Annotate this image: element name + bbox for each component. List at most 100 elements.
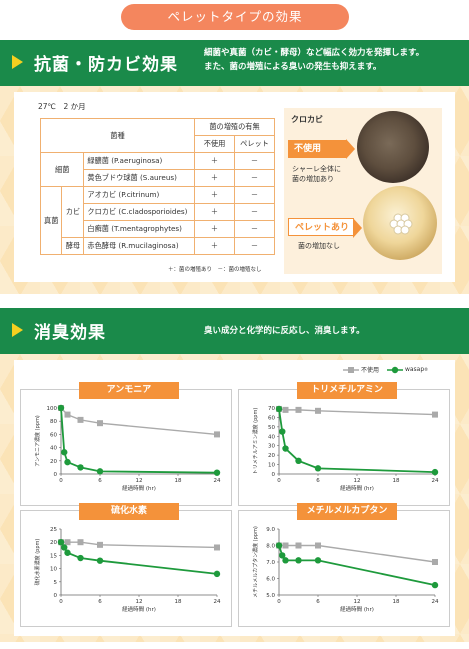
pellet-cluster-icon	[389, 213, 413, 235]
arrow-right-icon	[346, 139, 355, 159]
y-tick-label: 20	[50, 459, 57, 465]
unused-tag-label: 不使用	[294, 144, 322, 154]
data-point-circle	[279, 428, 286, 435]
x-tick-label: 24	[214, 599, 221, 605]
fungi-label: 真菌	[39, 186, 63, 255]
unused-tag: 不使用	[288, 139, 355, 159]
y-tick-label: 10	[268, 463, 275, 469]
table-row: 白癬菌 (T.mentagrophytes) ＋ －	[41, 220, 275, 238]
y-tick-label: 15	[50, 553, 57, 559]
x-tick-label: 18	[393, 599, 400, 605]
x-tick-label: 24	[432, 478, 439, 484]
data-point-circle	[96, 468, 104, 475]
data-point-circle	[275, 405, 283, 413]
chart-svg: 0 10 20 30 40 50 60 70 0 6 12 18 24 経過時間 (hr) トリメチルアミン…	[252, 405, 439, 492]
x-tick-label: 12	[354, 478, 361, 484]
x-axis-label: 経過時間 (hr)	[340, 605, 374, 613]
x-tick-label: 0	[277, 599, 281, 605]
x-tick-label: 18	[175, 478, 182, 484]
y-tick-label: 9.0	[266, 527, 275, 533]
y-axis-label: アンモニア濃度 (ppm)	[34, 415, 41, 467]
deodor-desc: 臭い成分と化学的に反応し、消臭します。	[204, 326, 365, 336]
data-point-square	[295, 542, 302, 549]
x-tick-label: 0	[59, 478, 63, 484]
y-tick-label: 40	[50, 446, 57, 452]
col-species: 菌種	[40, 118, 195, 153]
pellet-tag: ペレットあり	[288, 218, 362, 238]
y-tick-label: 8.0	[266, 544, 275, 550]
data-point-circle	[57, 539, 65, 546]
chart-title: アンモニア	[79, 382, 179, 399]
antibac-header: 抗菌・防カビ効果 細菌や真菌（カビ・酵母）など幅広く効力を発揮します。 また、菌…	[0, 40, 469, 86]
x-tick-label: 18	[393, 478, 400, 484]
data-point-circle	[213, 469, 221, 476]
data-point-square	[64, 411, 71, 418]
pellet-desc: 菌の増加なし	[298, 242, 340, 250]
series-line	[60, 407, 218, 474]
chart-methyl-mercaptan: メチルメルカプタン 5.0 6.0 7.0 8.0 9.0 0 6 12 18 24 経過時間 (h…	[238, 503, 450, 627]
x-tick-label: 12	[136, 599, 143, 605]
y-tick-label: 5	[54, 580, 58, 586]
data-point-square	[214, 431, 220, 438]
antibac-desc-2: また、菌の増殖による臭いの発生も抑えます。	[204, 62, 382, 72]
data-point-square	[77, 416, 84, 423]
antibac-title: 抗菌・防カビ効果	[34, 55, 178, 75]
data-point-circle	[64, 549, 71, 556]
y-tick-label: 0	[54, 593, 58, 599]
data-point-square	[315, 407, 321, 414]
species-name: 緑膿菌 (P.aeruginosa)	[83, 152, 195, 170]
unused-desc-1: シャーレ全体に	[292, 165, 341, 173]
x-tick-label: 6	[316, 478, 320, 484]
data-point-circle	[314, 465, 322, 472]
species-name: アオカビ (P.citrinum)	[83, 186, 195, 204]
data-point-square	[432, 559, 438, 565]
chart-ammonia: アンモニア 0 20 40 60 80 100 0 6 12 18 24 経過時間 (hr) アンモニア…	[20, 382, 232, 506]
chart-svg: 5.0 6.0 7.0 8.0 9.0 0 6 12 18 24 経過時間 (hr) メチルメルカプタ…	[252, 526, 439, 613]
unused-desc-2: 菌の増加あり	[292, 175, 334, 183]
mold-label: カビ	[61, 186, 85, 238]
legend-wasap: wasap ®	[386, 366, 428, 374]
bacteria-table: 菌種 菌の増殖の有無 不使用 ペレット 細菌 緑膿菌 (P.aeruginosa…	[39, 118, 275, 255]
y-axis-label: 硫化水素濃度 (ppm)	[34, 539, 41, 586]
x-tick-label: 0	[59, 599, 63, 605]
col-none: 不使用	[194, 135, 235, 153]
table-row: 真菌 カビ アオカビ (P.citrinum) ＋ －	[39, 186, 275, 255]
table-row: クロカビ (C.cladosporioides) ＋ －	[41, 203, 275, 221]
data-point-square	[295, 406, 302, 413]
x-axis-label: 経過時間 (hr)	[122, 605, 156, 613]
cell-pellet: －	[234, 152, 275, 170]
x-tick-label: 0	[277, 478, 281, 484]
legend-unused-label: 不使用	[361, 367, 380, 374]
y-axis-label: トリメチルアミン濃度 (ppm)	[252, 408, 259, 475]
data-point-circle	[64, 458, 71, 466]
data-point-circle	[431, 468, 439, 476]
x-tick-label: 18	[175, 599, 182, 605]
chart-title: メチルメルカプタン	[297, 503, 397, 520]
data-point-circle	[61, 449, 68, 456]
y-tick-label: 100	[47, 406, 58, 412]
y-tick-label: 20	[50, 540, 57, 546]
x-tick-label: 24	[214, 478, 221, 484]
series-line	[60, 407, 218, 436]
x-tick-label: 6	[316, 599, 320, 605]
data-point-circle	[314, 557, 322, 564]
photo-panel-label: クロカビ	[291, 115, 323, 124]
data-point-circle	[275, 542, 283, 549]
data-point-circle	[77, 554, 84, 562]
antibac-desc-1: 細菌や真菌（カビ・酵母）など幅広く効力を発揮します。	[204, 48, 425, 58]
data-point-square	[77, 539, 84, 546]
pellet-tag-label: ペレットあり	[295, 223, 350, 233]
chart-hydrogen-sulfide: 硫化水素 0 5 10 15 20 25 0 6 12 18 24 経過時間 (hr) 硫化水素濃度 (…	[20, 503, 232, 627]
x-tick-label: 24	[432, 599, 439, 605]
data-point-circle	[282, 445, 289, 452]
y-tick-label: 50	[268, 425, 275, 431]
legend-wasap-label: wasap	[404, 366, 425, 373]
cell-none: ＋	[194, 237, 235, 255]
data-point-square	[282, 542, 289, 549]
species-name: 黄色ブドウ球菌 (S.aureus)	[83, 169, 195, 187]
data-point-circle	[213, 570, 221, 578]
y-tick-label: 60	[50, 432, 57, 438]
cell-pellet: －	[234, 169, 275, 187]
data-point-circle	[295, 557, 302, 564]
cell-pellet: －	[234, 203, 275, 221]
